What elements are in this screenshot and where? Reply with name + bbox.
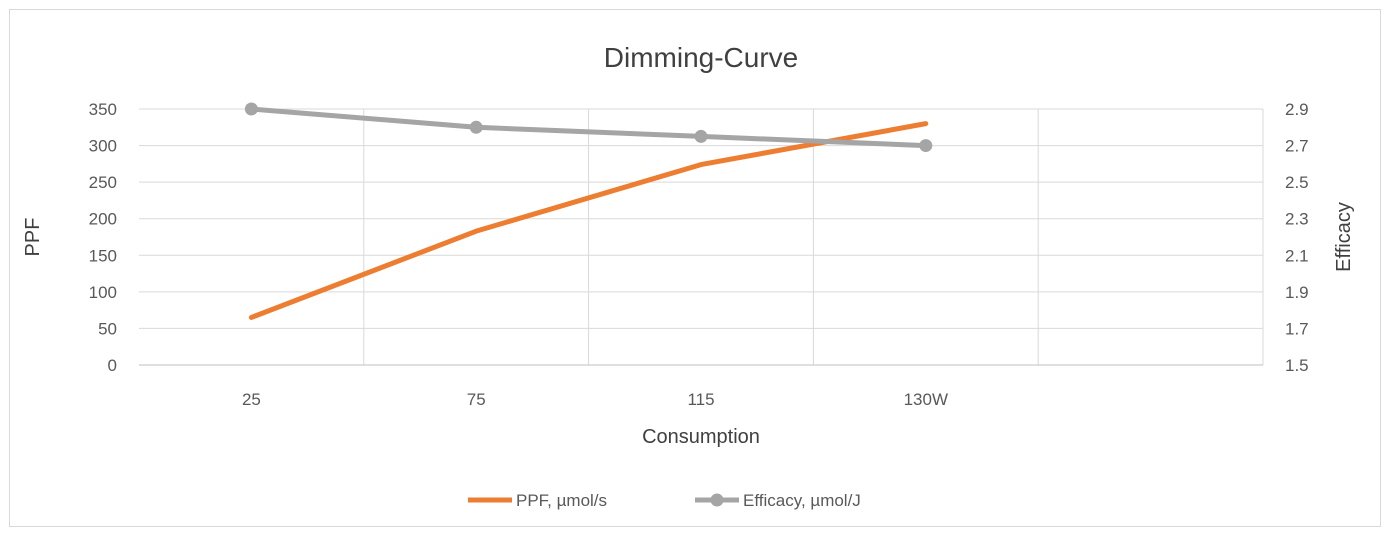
x-tick-label: 25 — [242, 390, 261, 409]
x-axis-title: Consumption — [642, 426, 760, 448]
dimming-curve-chart: Dimming-Curve 0 50 100 150 200 250 300 350 1.5 1.… — [22, 42, 1355, 510]
data-point-marker — [694, 129, 708, 143]
y-tick-label-left: 100 — [89, 283, 117, 302]
series-lines — [244, 102, 933, 320]
y-tick-label-right: 2.3 — [1285, 210, 1309, 229]
y-tick-label-left: 350 — [89, 100, 117, 119]
y-tick-label-right: 1.7 — [1285, 319, 1309, 338]
y-tick-label-left: 250 — [89, 173, 117, 192]
chart-frame: Dimming-Curve 0 50 100 150 200 250 300 350 1.5 1.… — [9, 9, 1381, 527]
legend-marker — [710, 493, 724, 507]
chart-title: Dimming-Curve — [604, 42, 798, 73]
y-tick-label-right: 1.9 — [1285, 283, 1309, 302]
data-point-marker — [469, 120, 483, 134]
y-tick-label-left: 50 — [98, 319, 117, 338]
y-axis-title-left: PPF — [22, 218, 44, 257]
legend: PPF, µmol/s Efficacy, µmol/J — [468, 491, 861, 510]
x-tick-label: 130W — [904, 390, 948, 409]
series-line-ppf — [248, 121, 929, 320]
y-tick-label-left: 200 — [89, 210, 117, 229]
y-tick-label-right: 2.7 — [1285, 137, 1309, 156]
y-tick-label-right: 1.5 — [1285, 356, 1309, 375]
legend-label-efficacy: Efficacy, µmol/J — [743, 491, 861, 510]
y-tick-label-right: 2.9 — [1285, 100, 1309, 119]
x-tick-label: 75 — [467, 390, 486, 409]
legend-label-ppf: PPF, µmol/s — [516, 491, 607, 510]
y-axis-title-right: Efficacy — [1333, 202, 1355, 272]
y-tick-label-left: 150 — [89, 246, 117, 265]
gridlines — [139, 108, 1264, 365]
y-tick-label-right: 2.1 — [1285, 246, 1309, 265]
y-tick-label-left: 0 — [108, 356, 117, 375]
x-tick-label: 115 — [687, 390, 714, 409]
axes: 0 50 100 150 200 250 300 350 1.5 1.7 1.9 2.1 2.3 2.5 2… — [89, 100, 1309, 409]
series-line-efficacy — [248, 106, 929, 149]
data-point-marker — [919, 139, 933, 153]
y-tick-label-right: 2.5 — [1285, 173, 1309, 192]
y-tick-label-left: 300 — [89, 137, 117, 156]
data-point-marker — [244, 102, 258, 116]
